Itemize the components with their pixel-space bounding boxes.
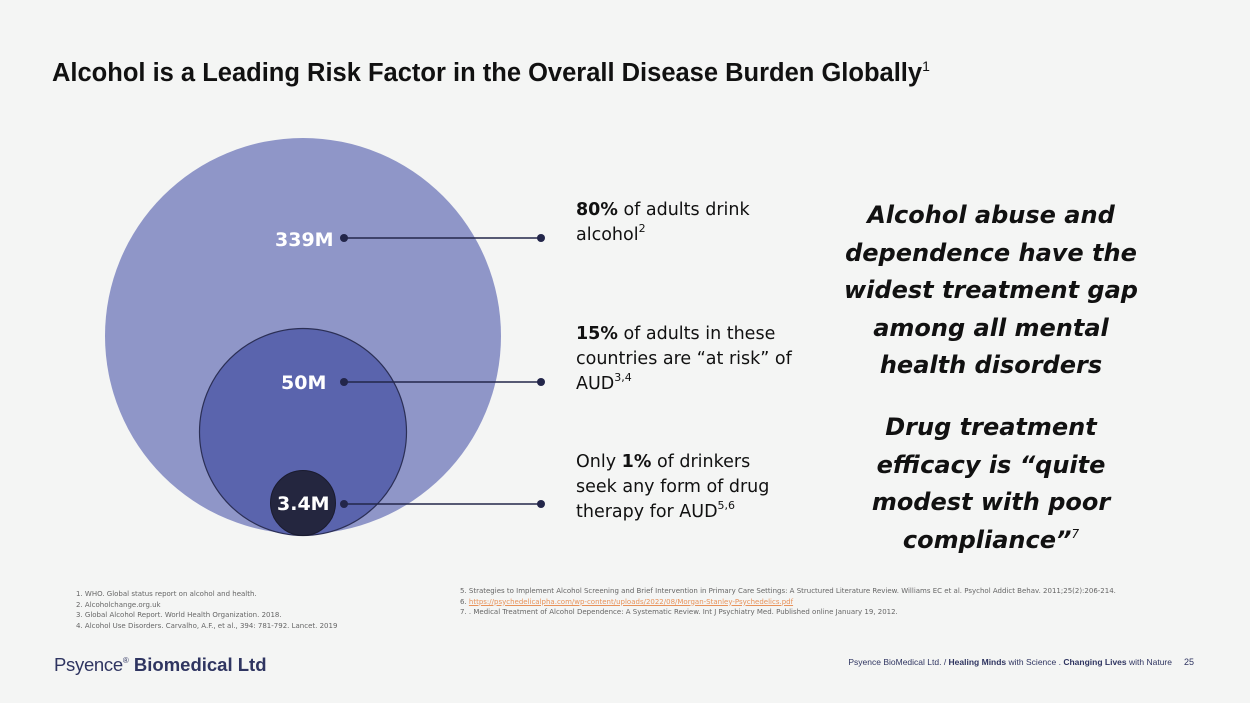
footer-mid: with Science . [1006, 657, 1064, 667]
brand-psy: Psyence [54, 654, 123, 675]
footer-bold-1: Healing Minds [948, 657, 1007, 667]
footer-end: with Nature [1126, 657, 1172, 667]
footer-tagline: Psyence BioMedical Ltd. / Healing Minds … [848, 657, 1172, 667]
reference-7: 7. . Medical Treatment of Alcohol Depend… [460, 608, 898, 616]
stat-text: of adults drink alcohol [576, 200, 750, 245]
slide-title-text: Alcohol is a Leading Risk Factor in the … [52, 59, 923, 87]
label-339m: 339M [275, 229, 334, 251]
slide-title: Alcohol is a Leading Risk Factor in the … [52, 58, 930, 88]
reference-4: 4. Alcohol Use Disorders. Carvalho, A.F.… [76, 621, 338, 630]
callout-drug-efficacy: Drug treatment efficacy is “quite modest… [841, 409, 1141, 559]
connector-339m [340, 234, 545, 242]
stat-percent: 15% [576, 324, 618, 344]
footer-bold-2: Changing Lives [1063, 657, 1127, 667]
stat-footnote: 5,6 [717, 499, 736, 512]
stat-percent: 80% [576, 200, 618, 220]
stat-footnote: 2 [638, 222, 646, 235]
stat-adults-drink: 80% of adults drink alcohol2 [576, 198, 806, 248]
stat-text: of adults in these countries are “at ris… [576, 324, 792, 394]
brand-logo: Psyence® Biomedical Ltd [54, 654, 267, 676]
callout-treatment-gap-text: Alcohol abuse and dependence have the wi… [844, 201, 1138, 379]
stat-drug-therapy: Only 1% of drinkers seek any form of dru… [576, 450, 776, 525]
stat-footnote: 3,4 [614, 371, 632, 384]
stat-pre: Only [576, 452, 622, 472]
reference-1: 1. WHO. Global status report on alcohol … [76, 590, 257, 598]
reference-2: 2. Alcoholchange.org.uk [76, 600, 161, 609]
label-3-4m: 3.4M [277, 493, 330, 515]
callout-treatment-gap: Alcohol abuse and dependence have the wi… [836, 197, 1146, 385]
brand-trademark: ® [122, 656, 129, 665]
footer-company: Psyence BioMedical Ltd. / [848, 657, 949, 667]
connector-50m [340, 378, 545, 386]
references-left: 1. WHO. Global status report on alcohol … [76, 589, 337, 631]
reference-6-link[interactable]: https://psychedelicalpha.com/wp-content/… [468, 597, 794, 606]
reference-6: 6. https://psychedelicalpha.com/wp-conte… [460, 597, 1116, 608]
reference-5: 5. Strategies to Implement Alcohol Scree… [460, 587, 1116, 595]
connector-3-4m [340, 500, 545, 508]
page-number: 25 [1184, 657, 1195, 667]
callout-drug-efficacy-text: Drug treatment efficacy is “quite modest… [871, 413, 1111, 554]
reference-3: 3. Global Alcohol Report. World Health O… [76, 611, 282, 619]
inner-circle-3-4m [270, 470, 336, 536]
stat-at-risk: 15% of adults in these countries are “at… [576, 322, 806, 397]
stat-percent: 1% [621, 452, 652, 472]
label-50m: 50M [281, 372, 327, 394]
brand-rest: Biomedical Ltd [128, 654, 267, 675]
references-right: 5. Strategies to Implement Alcohol Scree… [460, 586, 1116, 618]
stat-text: of drinkers seek any form of drug therap… [576, 452, 770, 522]
reference-6-prefix: 6. [460, 597, 469, 606]
callout-footnote: 7 [1071, 526, 1080, 541]
slide-title-footnote: 1 [922, 58, 930, 74]
